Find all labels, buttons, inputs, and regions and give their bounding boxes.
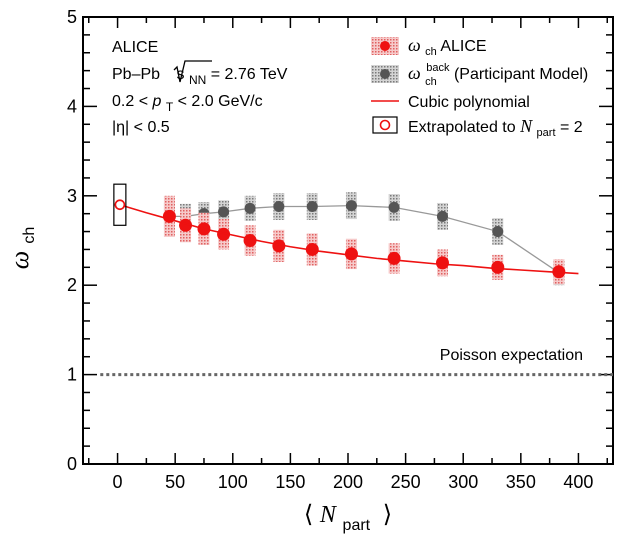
legend: ω ch ALICE ω ch back (Participant Model)… [371, 35, 588, 140]
data-point [217, 227, 231, 241]
x-tick-label: 100 [218, 472, 248, 492]
legend-alice-label: ALICE [440, 38, 486, 55]
data-point [388, 201, 400, 213]
sqrt-s-sub: NN [189, 73, 206, 87]
y-tick-label: 3 [67, 186, 77, 206]
legend-back-var: ω [408, 63, 421, 83]
legend-extrap-box [372, 116, 398, 134]
y-tick-label: 4 [67, 96, 77, 116]
pt-right: < 2.0 GeV/c [178, 93, 263, 110]
pt-left: 0.2 < [112, 93, 152, 110]
legend-alice-sub: ch [425, 46, 437, 58]
y-tick-label: 5 [67, 7, 77, 27]
legend-back-marker [380, 69, 390, 79]
data-point [435, 256, 449, 270]
y-tick-label: 2 [67, 275, 77, 295]
y-axis-var: ω [5, 251, 34, 269]
y-tick-labels: 0 1 2 3 4 5 [67, 7, 77, 474]
extrapolated-point [113, 183, 127, 226]
data-point [306, 201, 318, 213]
legend-back-label: (Participant Model) [454, 66, 588, 83]
eta-label: |η| < 0.5 [112, 119, 170, 136]
data-point [218, 206, 230, 218]
fit-curve [119, 203, 579, 275]
x-axis-open: ⟨ [304, 501, 313, 528]
x-tick-label: 150 [275, 472, 305, 492]
x-tick-label: 350 [506, 472, 536, 492]
legend-extrap-end: = 2 [560, 119, 583, 136]
data-point [244, 202, 256, 214]
legend-back-text: ω ch back (Participant Model) [408, 58, 588, 89]
axis-ticks [83, 16, 613, 465]
x-tick-label: 0 [113, 472, 123, 492]
x-axis-var: N [319, 502, 338, 528]
data-point [344, 247, 358, 261]
x-axis-title: ⟨ N part ⟩ [304, 501, 392, 535]
x-axis-close: ⟩ [383, 501, 392, 528]
pt-sub: T [166, 100, 174, 114]
x-tick-label: 300 [448, 472, 478, 492]
x-tick-label: 400 [563, 472, 593, 492]
annotation-block: ALICE Pb–Pb s NN = 2.76 TeV 0.2 < p T < … [112, 39, 288, 136]
x-tick-label: 250 [391, 472, 421, 492]
system-prefix: Pb–Pb [112, 66, 164, 83]
poisson-label: Poisson expectation [440, 347, 583, 364]
energy: = 2.76 TeV [211, 66, 288, 83]
data-point [387, 251, 401, 265]
y-tick-label: 0 [67, 454, 77, 474]
legend-back-sub: ch [425, 76, 437, 88]
extrapolated-box [113, 183, 127, 226]
legend-poly-text: Cubic polynomial [408, 94, 530, 111]
y-tick-label: 1 [67, 365, 77, 385]
legend-alice-text: ω ch ALICE [408, 35, 487, 59]
legend-alice-var: ω [408, 35, 421, 55]
experiment-label: ALICE [112, 39, 158, 56]
x-axis-sub: part [343, 517, 371, 534]
legend-extrap-sub: part [537, 127, 556, 139]
pt-var: p [151, 93, 161, 110]
data-point [492, 226, 504, 238]
y-axis-sub: ch [21, 227, 38, 244]
legend-extrap-label: Extrapolated to [408, 119, 520, 136]
pt-label: 0.2 < p T < 2.0 GeV/c [112, 93, 263, 115]
legend-alice-marker [380, 41, 390, 51]
x-tick-label: 50 [165, 472, 185, 492]
data-point [436, 210, 448, 222]
x-tick-labels: 0 50 100 150 200 250 300 350 400 [113, 472, 594, 492]
sqrt-sign [173, 60, 212, 83]
system-label: Pb–Pb s NN = 2.76 TeV [112, 66, 288, 88]
data-point [273, 201, 285, 213]
data-point [491, 260, 505, 274]
cubic-fit [119, 203, 579, 275]
data-point [272, 239, 286, 253]
legend-extrap-var: N [519, 116, 533, 136]
legend-extrap-marker [379, 119, 391, 131]
legend-back-sup: back [426, 62, 450, 74]
data-point [345, 200, 357, 212]
legend-extrap-text: Extrapolated to N part = 2 [408, 116, 583, 140]
extrapolated-marker [114, 199, 126, 211]
sqrt-s: s [176, 66, 184, 83]
data-point [243, 234, 257, 247]
y-axis-title: ω ch [4, 227, 38, 270]
x-tick-label: 200 [333, 472, 363, 492]
